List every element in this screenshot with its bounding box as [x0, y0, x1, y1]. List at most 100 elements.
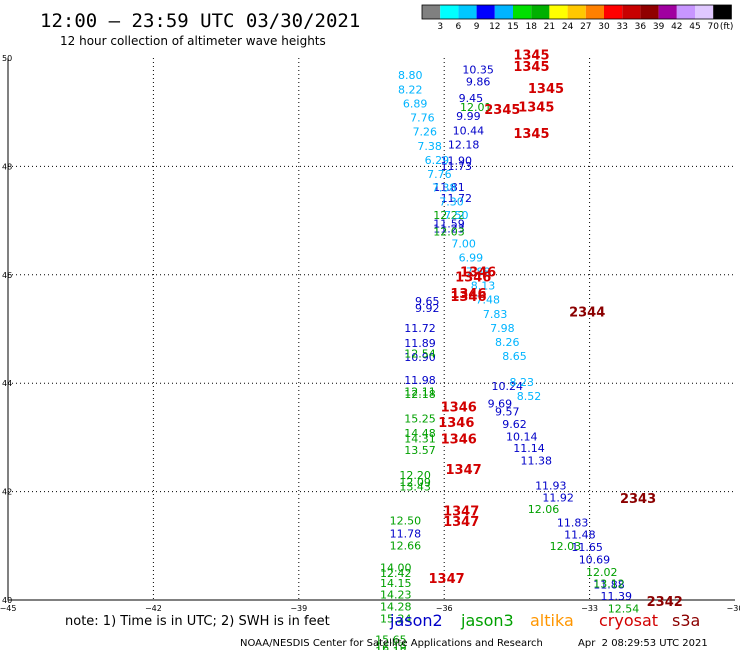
data-point-s3a: 2343: [620, 492, 656, 507]
data-point-jason3: 14.48: [404, 427, 436, 440]
data-point-jason2: 10.24: [491, 380, 523, 393]
data-point-jason3: 13.12: [593, 578, 625, 591]
data-point-cryosat: 1345: [513, 48, 549, 63]
data-point-jason2: 11.92: [542, 492, 574, 505]
colorbar-swatch: [585, 5, 604, 19]
data-point-altika: 7.26: [413, 126, 438, 139]
colorbar-swatch: [676, 5, 695, 19]
colorbar-swatch: [440, 5, 459, 19]
colorbar-tick-label: 36: [635, 22, 647, 32]
legend-entry-altika: altika: [530, 611, 574, 630]
colorbar-swatch: [640, 5, 659, 19]
data-point-jason2: 11.89: [404, 337, 436, 350]
data-point-cryosat: 1346: [441, 433, 477, 448]
data-point-cryosat: 1347: [445, 463, 481, 478]
colorbar-swatch: [531, 5, 550, 19]
data-point-altika: 7.76: [427, 168, 452, 181]
data-point-altika: 7.38: [417, 140, 442, 153]
data-point-jason3: 12.22: [433, 209, 465, 222]
data-point-cryosat: 2345: [484, 103, 520, 118]
y-tick-label: 42: [2, 488, 12, 497]
legend-entry-s3a: s3a: [672, 611, 700, 630]
data-point-jason2: 11.14: [513, 442, 545, 455]
data-point-jason2: 9.69: [488, 397, 513, 410]
data-point-altika: 8.80: [398, 69, 423, 82]
data-point-jason3: 12.18: [404, 388, 436, 401]
colorbar-tick-label: 3: [437, 22, 443, 32]
colorbar-tick-label: 15: [507, 22, 518, 32]
credit-text: NOAA/NESDIS Center for Satellite Applica…: [240, 638, 543, 649]
generation-timestamp: Apr 2 08:29:53 UTC 2021: [578, 638, 708, 649]
data-point-jason2: 11.72: [404, 322, 436, 335]
chart-title: 12:00 – 23:59 UTC 03/30/2021: [40, 10, 360, 32]
data-point-jason3: 15.24: [380, 612, 412, 625]
data-point-jason3: 16.19: [375, 642, 407, 650]
legend-entry-jason3: jason3: [460, 611, 514, 630]
data-point-jason2: 9.62: [502, 418, 527, 431]
x-tick-label: −33: [581, 604, 598, 613]
plot-area: −45 −42 −39 −36 −33 −30 40 42 44 46 48 50 10.359.86 9…: [0, 48, 740, 650]
data-point-cryosat: 1346: [441, 401, 477, 416]
data-point-jason2: 11.83: [557, 516, 589, 529]
x-tick-label: −30: [727, 604, 740, 613]
data-point-cryosat: 1346: [455, 271, 491, 286]
data-point-altika: 8.52: [517, 390, 542, 403]
colorbar-tick-label: 9: [474, 22, 480, 32]
data-point-jason2: 10.69: [579, 553, 611, 566]
data-point-jason2: 9.57: [495, 405, 520, 418]
data-point-jason3: 12.20: [399, 469, 431, 482]
data-point-altika: 7.38: [432, 182, 457, 195]
data-point-jason2: 9.45: [459, 92, 484, 105]
data-point-cryosat: 1347: [443, 515, 479, 530]
data-point-cryosat: 1346: [450, 287, 486, 302]
y-tick-label: 44: [2, 379, 12, 388]
data-point-jason3: 14.15: [380, 577, 412, 590]
data-point-jason2: 11.72: [441, 192, 473, 205]
data-point-altika: 7.48: [476, 294, 501, 307]
data-point-altika: 8.23: [509, 376, 534, 389]
data-point-jason2: 9.99: [456, 110, 481, 123]
colorbar-tick-label: 70: [707, 22, 719, 32]
data-point-cryosat: 1346: [460, 266, 496, 281]
data-point-jason3: 13.57: [404, 444, 436, 457]
data-point-cryosat: 1347: [443, 505, 479, 520]
colorbar-tick-label: 33: [616, 22, 627, 32]
data-point-jason2: 11.23: [433, 223, 465, 236]
data-point-altika: 7.00: [451, 237, 476, 250]
data-point-jason3: 12.03: [433, 225, 465, 238]
data-point-jason2: 9.92: [415, 302, 440, 315]
data-point-jason3: 12.54: [608, 603, 640, 616]
colorbar-tick-label: 45: [689, 22, 700, 32]
y-tick-label: 46: [2, 271, 12, 280]
data-point-jason2: 11.65: [571, 541, 603, 554]
legend-entry-jason2: jason2: [389, 611, 443, 630]
data-point-cryosat: 1345: [513, 127, 549, 142]
colorbar-swatch: [476, 5, 495, 19]
data-point-cryosat: 1346: [450, 290, 486, 305]
data-point-altika: 8.26: [495, 336, 520, 349]
x-tick-label: −39: [290, 604, 307, 613]
data-point-jason3: 14.00: [380, 561, 412, 574]
legend: jason2 jason3 altika cryosat s3a: [389, 611, 700, 630]
data-point-jason3: 12.09: [399, 476, 431, 489]
data-point-jason3: 12.42: [380, 567, 412, 580]
colorbar-swatch: [658, 5, 677, 19]
data-point-jason2: 11.90: [441, 154, 473, 167]
data-point-altika: 7.76: [410, 112, 435, 125]
colorbar-tick-label: 24: [562, 22, 574, 32]
data-point-jason2: 10.44: [453, 125, 485, 138]
data-point-altika: 7.30: [439, 196, 464, 209]
colorbar-swatch: [604, 5, 623, 19]
data-point-jason2: 11.39: [601, 590, 633, 603]
x-tick-label: −36: [436, 604, 453, 613]
data-point-jason3: 12.03: [550, 540, 582, 553]
data-point-jason3: 12.06: [528, 503, 560, 516]
colorbar-tick-label: 30: [598, 22, 610, 32]
data-point-altika: 7.88: [466, 266, 491, 279]
colorbar-swatch: [494, 5, 513, 19]
x-tick-label: −42: [145, 604, 162, 613]
data-point-jason2: 11.73: [441, 160, 473, 173]
colorbar: 3 6 9 12 15 18 21 24 27 30 33 36 39 42 45 70 (ft): [421, 4, 733, 32]
data-point-jason2: 9.86: [466, 75, 491, 88]
